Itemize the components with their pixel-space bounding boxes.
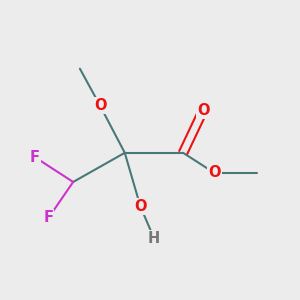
Text: H: H — [148, 230, 160, 245]
Text: F: F — [44, 210, 53, 225]
Text: O: O — [134, 199, 147, 214]
Text: O: O — [197, 103, 209, 118]
Text: O: O — [94, 98, 106, 113]
Text: O: O — [208, 166, 221, 181]
Text: F: F — [30, 150, 40, 165]
